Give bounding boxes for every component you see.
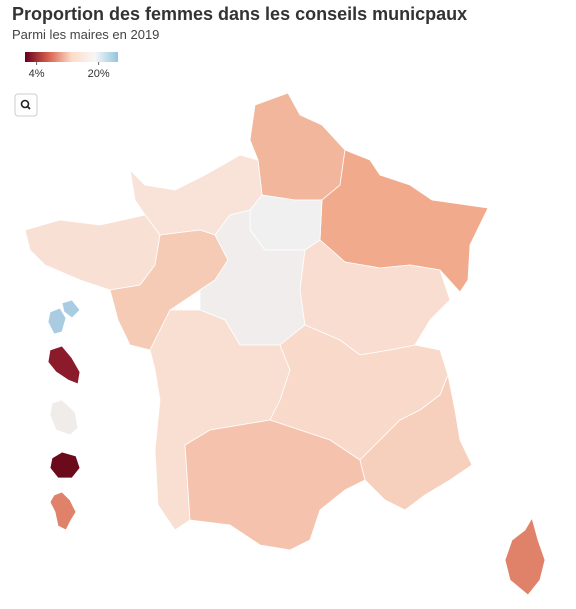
region[interactable] bbox=[504, 516, 546, 596]
region[interactable] bbox=[49, 451, 81, 479]
region[interactable] bbox=[49, 491, 77, 531]
region[interactable] bbox=[249, 92, 346, 201]
region[interactable] bbox=[249, 194, 323, 251]
title: Proportion des femmes dans les conseils … bbox=[12, 4, 468, 24]
legend-gradient bbox=[25, 52, 118, 62]
region[interactable] bbox=[47, 345, 81, 385]
region[interactable] bbox=[359, 373, 473, 511]
region[interactable] bbox=[49, 399, 79, 436]
region[interactable] bbox=[47, 307, 67, 335]
region[interactable] bbox=[61, 299, 81, 319]
search-button[interactable] bbox=[14, 93, 38, 117]
legend-label: 4% bbox=[29, 68, 45, 80]
region[interactable] bbox=[184, 419, 366, 551]
subtitle: Parmi les maires en 2019 bbox=[12, 27, 160, 42]
region[interactable] bbox=[24, 214, 161, 291]
legend-label: 20% bbox=[88, 68, 110, 80]
